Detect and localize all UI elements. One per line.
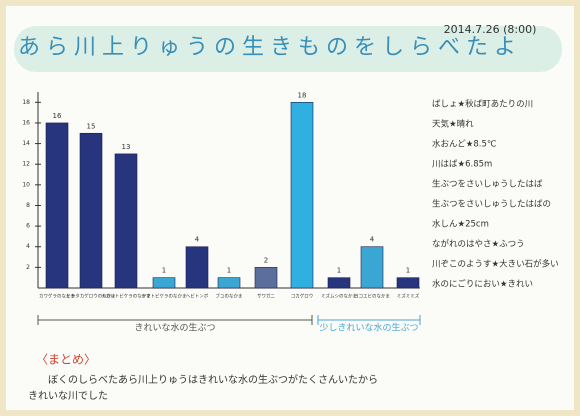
summary-line: ぼくのしらべたあら川上りゅうはきれいな水の生ぶつがたくさんいたから [48, 373, 378, 386]
value-label: 1 [162, 267, 166, 275]
bar [290, 102, 314, 289]
summary-line: きれいな川でした [28, 390, 108, 402]
title-band [14, 26, 562, 72]
note: ながれのはやさ★ふつう [432, 239, 525, 250]
bar [396, 277, 420, 289]
x-tick-label: ヤマトビケラのなかま [142, 293, 187, 300]
bar [114, 153, 138, 289]
note: ばしょ★秋ば町あたりの川 [432, 99, 533, 110]
y-tick-label: 10 [22, 181, 30, 188]
y-tick-label: 8 [26, 202, 30, 209]
y-tick-label: 14 [22, 140, 30, 147]
x-tick-label: ミズミミズ [397, 293, 420, 300]
bar [152, 277, 176, 289]
x-tick-label: サワガニ [257, 293, 275, 300]
note: 生ぶつをさいしゅうしたはばの [432, 199, 551, 210]
y-tick-label: 4 [26, 243, 30, 250]
y-tick-label: 16 [22, 119, 30, 126]
bar [327, 277, 351, 289]
value-label: 18 [298, 91, 307, 99]
note: 川ぞこのようす★大きい石が多い [432, 259, 559, 270]
y-tick-label: 6 [26, 223, 30, 230]
bar [45, 122, 69, 289]
bar [79, 132, 103, 289]
note: 水のにごりにおい★きれい [432, 279, 533, 290]
y-tick-label: 12 [22, 161, 30, 168]
value-label: 4 [195, 236, 200, 244]
value-label: 13 [122, 143, 131, 151]
date: 2014.7.26 (8:00) [444, 23, 537, 36]
note: 水しん★25cm [432, 219, 489, 230]
x-tick-label: ナガレトビケラのなかま [101, 293, 151, 300]
bar [185, 246, 209, 289]
value-label: 15 [87, 122, 96, 130]
bar [217, 277, 241, 289]
note: 天気★晴れ [432, 119, 474, 130]
y-tick-label: 18 [22, 99, 30, 106]
bar [360, 246, 384, 289]
value-label: 1 [406, 267, 410, 275]
x-tick-label: ミズムシのなかま [321, 293, 357, 300]
x-tick-label: ヘビトンボ [186, 293, 209, 300]
note: 生ぶつをさいしゅうしたはば [432, 179, 543, 190]
x-tick-label: カワゲラのなかま [39, 293, 75, 300]
x-tick-label: ヒラタカゲロウのなかま [66, 293, 116, 300]
value-label: 16 [53, 112, 62, 120]
group-label: 少しきれいな水の生ぶつ [319, 322, 418, 334]
y-tick-label: 2 [26, 264, 30, 271]
group-label: きれいな水の生ぶつ [134, 322, 215, 334]
value-label: 4 [370, 236, 375, 244]
x-tick-label: ブユのなかま [216, 293, 243, 300]
note: 川はば★6.85m [432, 160, 492, 170]
value-label: 1 [227, 267, 231, 275]
note: 水おんど★8.5℃ [432, 139, 497, 150]
chart-title: あら川上りゅうの生きものをしらべたよ [18, 35, 522, 60]
value-label: 2 [264, 256, 268, 264]
x-tick-label: コカゲロウ [291, 293, 314, 300]
summary-heading: 〈まとめ〉 [36, 353, 96, 367]
bar [254, 267, 278, 289]
x-tick-label: ヨコエビのなかま [354, 293, 390, 300]
value-label: 1 [337, 267, 341, 275]
